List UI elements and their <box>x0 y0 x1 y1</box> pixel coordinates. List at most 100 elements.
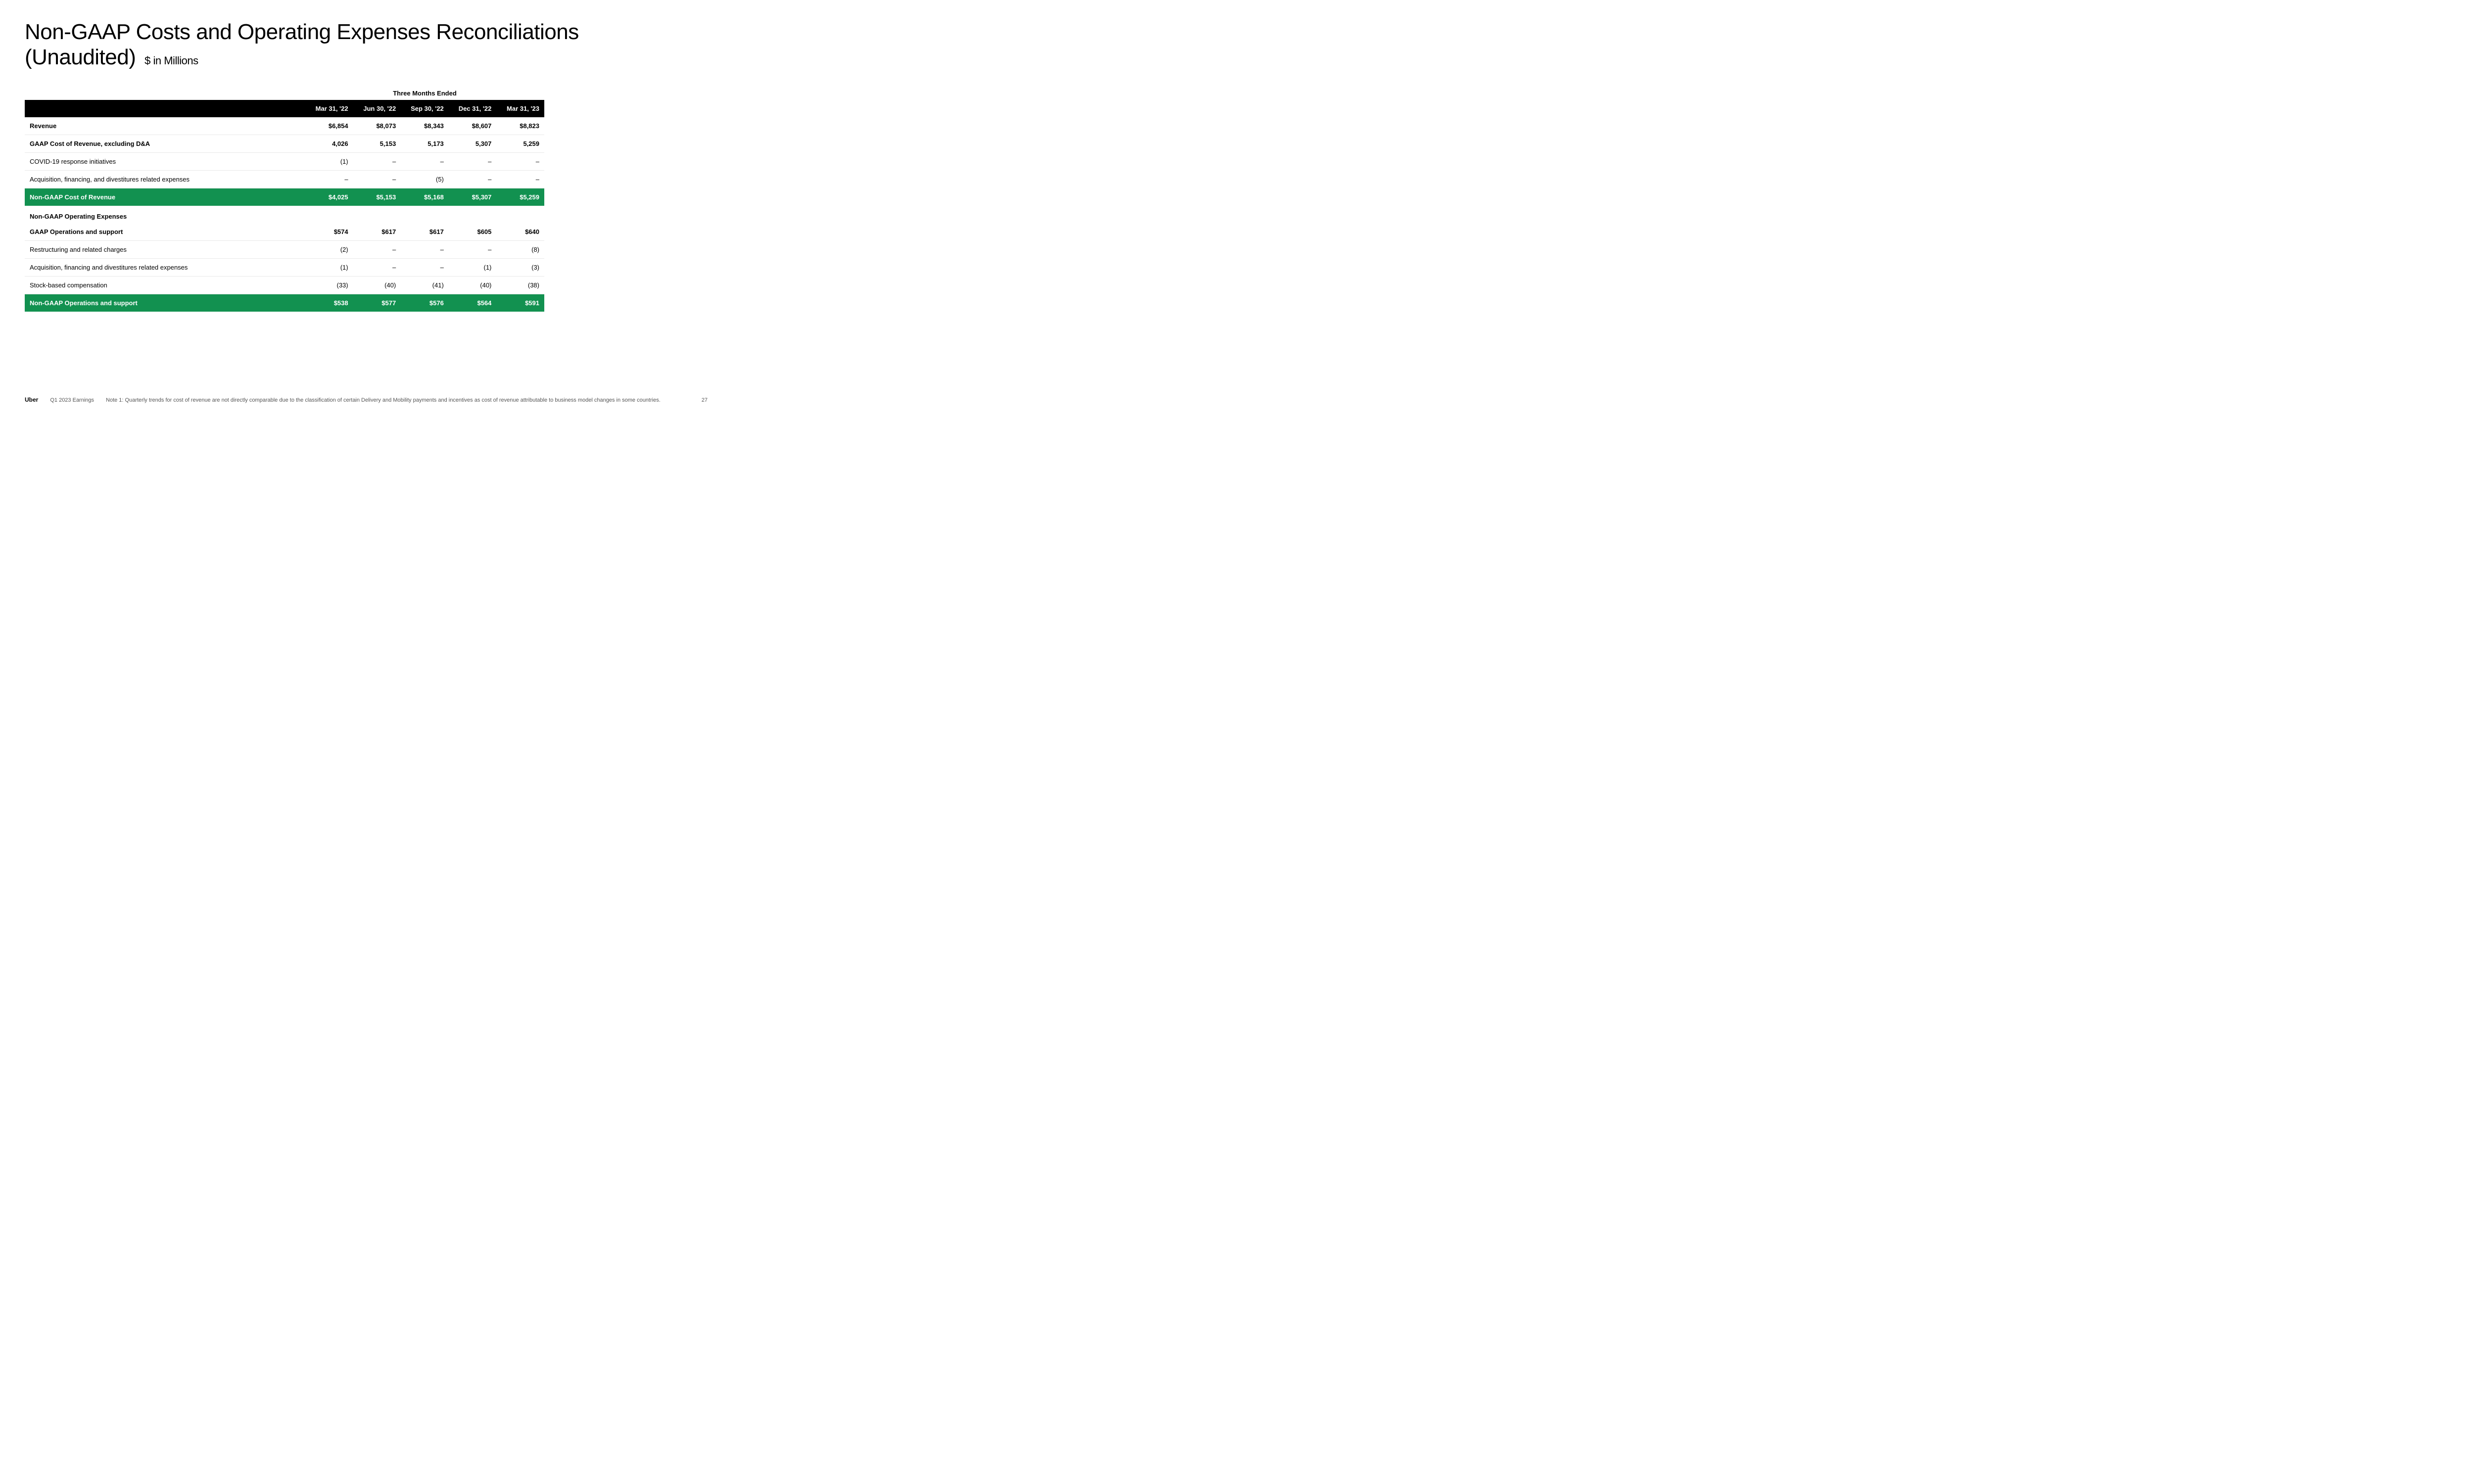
slide-content: Non-GAAP Costs and Operating Expenses Re… <box>0 0 732 312</box>
row-cell: $640 <box>496 223 544 241</box>
row-cell <box>305 206 353 223</box>
row-cell: (41) <box>401 277 449 294</box>
row-cell: $5,259 <box>496 188 544 206</box>
row-cell: $605 <box>449 223 497 241</box>
row-cell: – <box>401 241 449 259</box>
row-cell: – <box>353 153 401 171</box>
row-cell: $5,307 <box>449 188 497 206</box>
row-cell: 5,153 <box>353 135 401 153</box>
row-cell <box>496 206 544 223</box>
table-header-col: Mar 31, '23 <box>496 100 544 117</box>
row-cell: 5,259 <box>496 135 544 153</box>
footer-brand: Uber <box>25 396 38 403</box>
row-cell: – <box>401 259 449 277</box>
table-superheader-row: Three Months Ended <box>25 90 544 100</box>
footer-note: Note 1: Quarterly trends for cost of rev… <box>106 397 692 403</box>
table-row: COVID-19 response initiatives(1)–––– <box>25 153 544 171</box>
row-cell <box>449 206 497 223</box>
row-cell: (1) <box>449 259 497 277</box>
table-row: Acquisition, financing, and divestitures… <box>25 171 544 188</box>
table-header-col: Mar 31, '22 <box>305 100 353 117</box>
row-cell: $8,607 <box>449 117 497 135</box>
slide-footer: Uber Q1 2023 Earnings Note 1: Quarterly … <box>25 396 708 403</box>
table-header-col: Jun 30, '22 <box>353 100 401 117</box>
table-header-col: Sep 30, '22 <box>401 100 449 117</box>
row-cell: (40) <box>449 277 497 294</box>
table-row: Non-GAAP Cost of Revenue$4,025$5,153$5,1… <box>25 188 544 206</box>
row-cell: $617 <box>401 223 449 241</box>
title-subtitle: $ in Millions <box>144 54 198 67</box>
table-row: Restructuring and related charges(2)–––(… <box>25 241 544 259</box>
row-cell: 5,173 <box>401 135 449 153</box>
row-label: Non-GAAP Cost of Revenue <box>25 188 305 206</box>
row-cell: – <box>401 153 449 171</box>
row-cell: $8,823 <box>496 117 544 135</box>
title-line-2: (Unaudited) $ in Millions <box>25 45 708 70</box>
row-label: GAAP Operations and support <box>25 223 305 241</box>
table-superheader: Three Months Ended <box>305 90 544 100</box>
row-cell <box>353 206 401 223</box>
reconciliation-table: Three Months Ended Mar 31, '22 Jun 30, '… <box>25 90 544 312</box>
row-cell: $617 <box>353 223 401 241</box>
row-label: Restructuring and related charges <box>25 241 305 259</box>
table-wrap: Three Months Ended Mar 31, '22 Jun 30, '… <box>25 90 544 312</box>
row-cell: $8,073 <box>353 117 401 135</box>
row-cell: – <box>496 153 544 171</box>
row-cell: $577 <box>353 294 401 312</box>
row-cell: $5,168 <box>401 188 449 206</box>
title-line-1: Non-GAAP Costs and Operating Expenses Re… <box>25 20 708 45</box>
row-label: Acquisition, financing, and divestitures… <box>25 171 305 188</box>
row-cell: (38) <box>496 277 544 294</box>
row-cell: – <box>305 171 353 188</box>
row-cell: $6,854 <box>305 117 353 135</box>
row-cell: (8) <box>496 241 544 259</box>
row-cell: $576 <box>401 294 449 312</box>
table-header-row: Mar 31, '22 Jun 30, '22 Sep 30, '22 Dec … <box>25 100 544 117</box>
row-cell: – <box>449 241 497 259</box>
row-cell: – <box>353 241 401 259</box>
row-cell: (5) <box>401 171 449 188</box>
row-cell: (3) <box>496 259 544 277</box>
row-cell: $8,343 <box>401 117 449 135</box>
row-cell: (2) <box>305 241 353 259</box>
row-cell: (1) <box>305 153 353 171</box>
row-cell: $538 <box>305 294 353 312</box>
row-label: Stock-based compensation <box>25 277 305 294</box>
footer-period: Q1 2023 Earnings <box>50 397 94 403</box>
row-cell: $5,153 <box>353 188 401 206</box>
row-cell: – <box>496 171 544 188</box>
row-cell: 5,307 <box>449 135 497 153</box>
table-row: Stock-based compensation(33)(40)(41)(40)… <box>25 277 544 294</box>
row-cell: (1) <box>305 259 353 277</box>
row-label: Non-GAAP Operating Expenses <box>25 206 305 223</box>
row-label: Acquisition, financing and divestitures … <box>25 259 305 277</box>
row-cell: (33) <box>305 277 353 294</box>
row-cell: – <box>449 153 497 171</box>
row-label: Non-GAAP Operations and support <box>25 294 305 312</box>
table-row: Non-GAAP Operations and support$538$577$… <box>25 294 544 312</box>
row-cell: $564 <box>449 294 497 312</box>
row-cell: $574 <box>305 223 353 241</box>
row-cell: – <box>353 171 401 188</box>
row-label: Revenue <box>25 117 305 135</box>
row-label: GAAP Cost of Revenue, excluding D&A <box>25 135 305 153</box>
row-label: COVID-19 response initiatives <box>25 153 305 171</box>
row-cell: $4,025 <box>305 188 353 206</box>
table-row: GAAP Operations and support$574$617$617$… <box>25 223 544 241</box>
row-cell: – <box>353 259 401 277</box>
row-cell: $591 <box>496 294 544 312</box>
table-row: Non-GAAP Operating Expenses <box>25 206 544 223</box>
table-row: Acquisition, financing and divestitures … <box>25 259 544 277</box>
row-cell <box>401 206 449 223</box>
table-row: GAAP Cost of Revenue, excluding D&A4,026… <box>25 135 544 153</box>
title-unaudited: (Unaudited) <box>25 45 136 69</box>
table-row: Revenue$6,854$8,073$8,343$8,607$8,823 <box>25 117 544 135</box>
title-block: Non-GAAP Costs and Operating Expenses Re… <box>25 20 708 70</box>
footer-page: 27 <box>702 397 708 403</box>
table-header-blank <box>25 100 305 117</box>
table-header-col: Dec 31, '22 <box>449 100 497 117</box>
row-cell: (40) <box>353 277 401 294</box>
row-cell: – <box>449 171 497 188</box>
table-body: Revenue$6,854$8,073$8,343$8,607$8,823GAA… <box>25 117 544 312</box>
row-cell: 4,026 <box>305 135 353 153</box>
